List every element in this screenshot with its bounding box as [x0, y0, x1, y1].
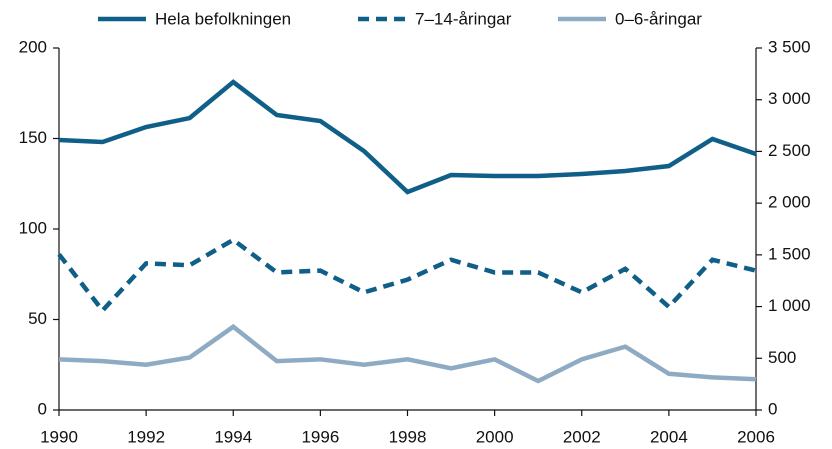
- y-tick-label: 100: [19, 218, 47, 237]
- y2-tick-label: 2 500: [768, 141, 811, 160]
- y-tick-label: 0: [38, 399, 47, 418]
- x-tick-label: 1996: [301, 427, 339, 446]
- y2-tick-label: 3 000: [768, 89, 811, 108]
- y2-tick-label: 500: [768, 348, 796, 367]
- x-tick-label: 2004: [650, 427, 688, 446]
- x-tick-label: 1994: [214, 427, 252, 446]
- x-tick-label: 2000: [476, 427, 514, 446]
- y2-tick-label: 2 000: [768, 193, 811, 212]
- y-tick-label: 150: [19, 128, 47, 147]
- x-tick-label: 1990: [40, 427, 78, 446]
- y-tick-label: 50: [28, 309, 47, 328]
- y2-tick-label: 1 000: [768, 296, 811, 315]
- x-tick-label: 1998: [389, 427, 427, 446]
- y2-tick-label: 3 500: [768, 37, 811, 56]
- series-line: [58, 79, 757, 195]
- x-tick-label: 1992: [127, 427, 165, 446]
- series-line: [58, 323, 757, 384]
- legend-label: Hela befolkningen: [155, 9, 291, 28]
- y2-tick-label: 0: [768, 399, 777, 418]
- legend-label: 0–6-åringar: [615, 9, 702, 28]
- y-tick-label: 200: [19, 37, 47, 56]
- x-tick-label: 2006: [737, 427, 775, 446]
- series-line: [57, 237, 757, 314]
- x-tick-label: 2002: [563, 427, 601, 446]
- y2-tick-label: 1 500: [768, 244, 811, 263]
- legend-label: 7–14-åringar: [415, 9, 512, 28]
